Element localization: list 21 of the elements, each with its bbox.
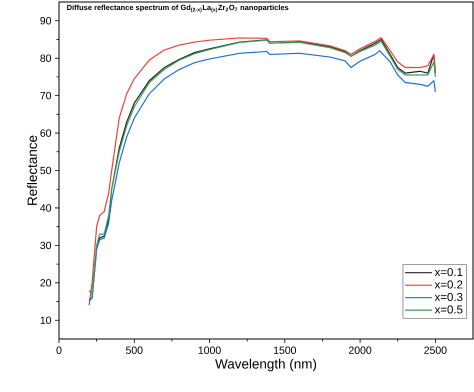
y-tick-label: 60: [40, 129, 52, 137]
y-tick-label: 90: [40, 17, 52, 24]
x-tick-label: 0: [56, 346, 62, 354]
y-tick-label: 20: [40, 279, 52, 287]
legend-label: x=0.2: [434, 280, 462, 289]
y-axis-title: Reflectance: [27, 136, 37, 205]
y-tick-label: 80: [40, 54, 52, 62]
x-tick-label: 2500: [424, 346, 447, 354]
legend-label: x=0.1: [434, 268, 462, 276]
y-tick-label: 40: [40, 204, 52, 212]
y-tick-label: 30: [40, 242, 52, 250]
x-tick-label: 1500: [274, 346, 296, 354]
x-axis-title: Wavelength (nm): [215, 358, 316, 372]
legend-label: x=0.3: [434, 292, 462, 302]
y-tick-label: 50: [40, 166, 52, 174]
y-tick-label: 70: [40, 92, 52, 100]
y-tick-label: 10: [40, 316, 52, 324]
x-tick-label: 2000: [348, 346, 372, 354]
x-tick-label: 500: [126, 346, 143, 354]
legend-label: x=0.5: [434, 305, 462, 314]
x-tick-label: 1000: [198, 346, 221, 354]
